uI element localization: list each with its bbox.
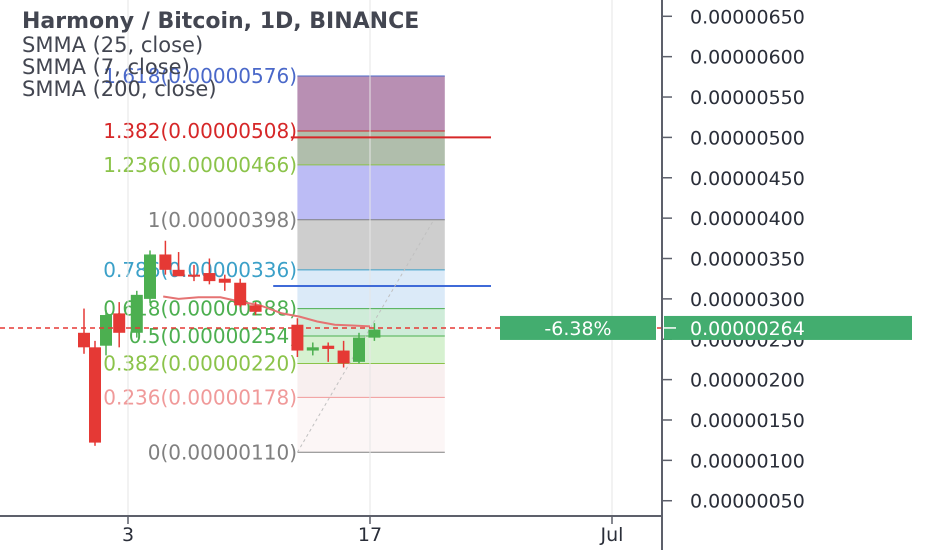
date-tick-label: Jul (600, 524, 624, 546)
fib-level-label: 0.382(0.00000220) (103, 351, 297, 375)
fib-level-label: 0.236(0.00000178) (103, 385, 297, 409)
candle-body (100, 315, 112, 346)
candle-body (322, 345, 335, 349)
candle-body (159, 254, 172, 270)
smma-polyline (163, 295, 371, 328)
price-tick-label: 0.00000300 (690, 289, 805, 311)
price-tick-label: 0.00000150 (690, 410, 805, 432)
current-price-label: 0.00000264 (690, 318, 805, 340)
fibonacci-fills (297, 76, 445, 453)
candle-body (353, 337, 365, 362)
price-tick-label: 0.00000050 (690, 491, 805, 513)
indicator-smma-25: SMMA (25, close) (22, 33, 203, 57)
fib-level-label: 1.236(0.00000466) (103, 153, 297, 177)
price-tick-label: 0.00000450 (690, 168, 805, 190)
chart-title: Harmony / Bitcoin, 1D, BINANCE (22, 9, 419, 34)
price-tick-label: 0.00000650 (690, 6, 805, 28)
price-axis[interactable]: 0.00000650 0.00000600 0.00000550 0.00000500… (661, 0, 912, 550)
candle-body (368, 329, 381, 338)
candle-body (203, 273, 216, 282)
candle-body (337, 350, 350, 364)
fib-zone (297, 269, 445, 309)
candles (78, 240, 381, 446)
fib-zone (297, 219, 445, 270)
smma-line (163, 295, 371, 328)
current-price-badge (664, 315, 912, 340)
fib-level-label: 0.786(0.00000336) (103, 258, 297, 282)
fib-level-label: 1.618(0.00000576) (103, 64, 297, 88)
fib-zone (297, 336, 445, 364)
fib-zone (297, 363, 445, 398)
fib-zone (297, 76, 445, 131)
price-tick-label: 0.00000350 (690, 249, 805, 271)
fibonacci-labels: 1.618(0.00000576) 1.382(0.00000508) 1.236(… (103, 64, 297, 464)
indicator-smma-7: SMMA (7, close) (22, 55, 190, 79)
price-tick-label: 0.00000500 (690, 127, 805, 149)
candle-body (188, 274, 200, 277)
candle-body (306, 347, 319, 351)
fib-level-label: 1(0.00000398) (148, 208, 297, 232)
price-tick-label: 0.00000400 (690, 208, 805, 230)
candle-body (249, 305, 262, 312)
candle-body (234, 282, 247, 306)
fib-zone (297, 130, 445, 165)
fibonacci-trend-line (296, 219, 435, 453)
grid-lines (127, 0, 613, 516)
candle-body (89, 347, 101, 443)
change-badge: -6.38% (500, 315, 656, 340)
candle-body (218, 278, 231, 283)
candle-body (172, 269, 185, 277)
candle-body (130, 294, 143, 333)
price-tick-label: 0.00000200 (690, 370, 805, 392)
date-tick-label: 3 (122, 524, 134, 546)
fib-level-label: 1.382(0.00000508) (103, 119, 297, 143)
change-badge-bg (500, 315, 656, 340)
change-badge-label: -6.38% (544, 318, 611, 340)
candle-body (78, 332, 90, 348)
horizontal-lines (273, 136, 491, 287)
price-tick-label: 0.00000550 (690, 87, 805, 109)
indicator-smma-200: SMMA (200, close) (22, 77, 217, 101)
date-tick-label: 17 (358, 524, 382, 546)
fib-zone (297, 164, 445, 220)
candle-body (291, 324, 304, 351)
candle-body (113, 313, 126, 333)
fibonacci-lines (297, 75, 445, 453)
price-tick-label: 0.00000100 (690, 450, 805, 472)
fib-zone (297, 397, 445, 453)
price-tick-label: 0.00000600 (690, 47, 805, 69)
date-axis[interactable]: 3 17 Jul (0, 515, 662, 546)
candle-body (144, 254, 156, 299)
chart-legend: Harmony / Bitcoin, 1D, BINANCE SMMA (25,… (22, 9, 419, 101)
fib-level-label: 0(0.00000110) (148, 440, 297, 464)
